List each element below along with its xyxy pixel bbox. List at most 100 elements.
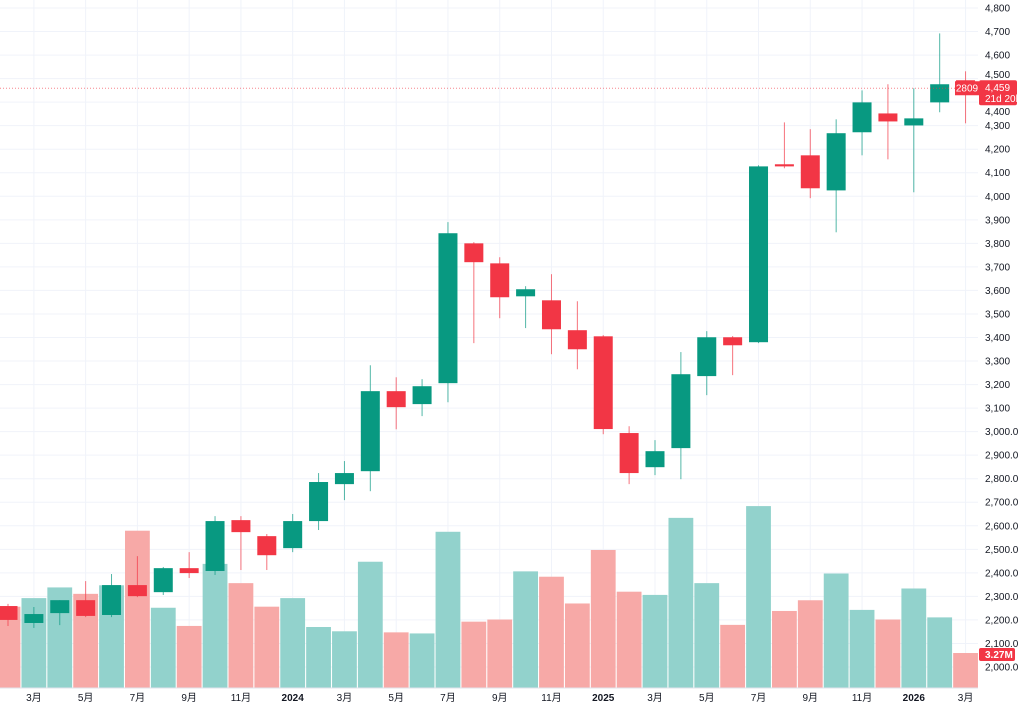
volume-bar (694, 583, 720, 688)
y-tick-label: 3,600 (985, 286, 1010, 297)
y-tick-label: 3,300 (985, 357, 1010, 368)
candle-body (826, 133, 846, 191)
volume-bar (176, 625, 202, 688)
candle-body (516, 289, 536, 297)
y-tick-label: 2,500.0 (985, 545, 1019, 556)
y-tick-label: 4,800 (985, 3, 1010, 14)
last-price-label: 4,459 (985, 83, 1010, 94)
y-tick-label: 3,800 (985, 239, 1010, 250)
candle-body (904, 118, 924, 126)
candle-body (360, 391, 380, 472)
candle-body (309, 482, 329, 522)
time-axis[interactable]: 3月 5月 7月 9月 11月 2024 3月 5月 7月 9月 11月 2025 3月 5月 7月 9月 11… (0, 687, 978, 704)
volume-bar (0, 606, 21, 688)
volume-bar (720, 624, 746, 688)
candle-body (257, 536, 277, 556)
y-tick-label: 4,000 (985, 192, 1010, 203)
candle-body (102, 585, 122, 615)
volume-bar (332, 631, 357, 688)
candles (0, 33, 976, 628)
candle-body (283, 521, 303, 549)
y-tick-label: 4,200 (985, 145, 1010, 156)
y-tick-label: 4,600 (985, 51, 1010, 62)
candle-body (464, 243, 484, 263)
candle-body (723, 337, 743, 346)
volume-bar (668, 517, 694, 688)
y-tick-label: 2,600.0 (985, 521, 1019, 532)
x-tick-label: 2024 (282, 693, 305, 704)
candle-body (205, 521, 225, 571)
volume-bar (927, 617, 953, 688)
volume-bar (409, 633, 435, 688)
x-tick-label: 9月 (181, 692, 197, 704)
y-tick-label: 3,200 (985, 380, 1010, 391)
volume-bar (254, 606, 280, 688)
x-tick-label: 3月 (958, 692, 974, 704)
x-tick-label: 7月 (751, 692, 767, 704)
y-tick-label: 2,200.0 (985, 615, 1019, 626)
x-tick-label: 7月 (440, 692, 456, 704)
candle-body (619, 433, 639, 474)
volume-bar (616, 591, 642, 688)
candle-body (697, 337, 717, 377)
y-tick-label: 2,300.0 (985, 592, 1019, 603)
candle-body (930, 84, 950, 103)
volume-bar (642, 594, 668, 688)
x-tick-label: 3月 (26, 692, 42, 704)
x-tick-label: 5月 (78, 692, 94, 704)
last-price-tag: 2809 4,459 21d 20h (955, 80, 1021, 106)
y-tick-label: 3,500 (985, 309, 1010, 320)
volume-bar (564, 603, 590, 688)
volume-bar (901, 588, 927, 688)
y-tick-label: 2,400.0 (985, 568, 1019, 579)
volume-bar (280, 598, 306, 688)
candle-body (412, 386, 432, 405)
candle-body (231, 520, 251, 533)
volume-bar (228, 583, 254, 688)
y-tick-label: 3,900 (985, 215, 1010, 226)
y-tick-label: 4,400 (985, 107, 1010, 118)
candle-body (386, 391, 406, 408)
candle-body (671, 374, 691, 449)
candle-body (645, 451, 665, 468)
x-tick-label: 2026 (903, 693, 926, 704)
candle-body (127, 585, 147, 597)
candle-body (153, 568, 173, 593)
candle-body (0, 606, 18, 620)
x-tick-label: 11月 (231, 692, 251, 704)
volume-bars (0, 506, 978, 688)
x-tick-label: 11月 (852, 692, 872, 704)
volume-bar (435, 531, 461, 688)
volume-bar (202, 563, 228, 688)
volume-bar (383, 632, 409, 688)
candle-body (490, 263, 510, 298)
candle-body (76, 600, 96, 616)
y-tick-label: 3,100 (985, 404, 1010, 415)
volume-bar (125, 530, 150, 688)
volume-bar (590, 549, 616, 688)
volume-tag-background (979, 648, 1015, 661)
price-tag-background (979, 80, 1017, 106)
x-tick-label: 2025 (592, 693, 615, 704)
y-tick-label: 3,400 (985, 333, 1010, 344)
volume-bar (513, 571, 538, 688)
countdown-side-tag: 2809 (956, 84, 979, 95)
y-tick-label: 2,100.0 (985, 639, 1019, 650)
price-axis[interactable]: 4,800 4,700 4,600 4,500 4,400 4,300 4,200 4,100… (985, 3, 1019, 673)
y-tick-label: 4,700 (985, 27, 1010, 38)
candle-body (50, 600, 70, 614)
candle-body (567, 330, 587, 350)
y-tick-label: 4,100 (985, 168, 1010, 179)
y-tick-label: 2,800.0 (985, 474, 1019, 485)
volume-bar (306, 627, 331, 688)
volume-label: 3.27M (985, 650, 1013, 661)
volume-tag: 3.27M (979, 648, 1015, 661)
volume-bar (875, 619, 901, 688)
x-tick-label: 7月 (130, 692, 146, 704)
candle-body (179, 568, 199, 574)
x-tick-label: 3月 (337, 692, 353, 704)
candle-body (878, 113, 898, 122)
volume-bar (461, 621, 487, 688)
x-tick-label: 3月 (647, 692, 663, 704)
